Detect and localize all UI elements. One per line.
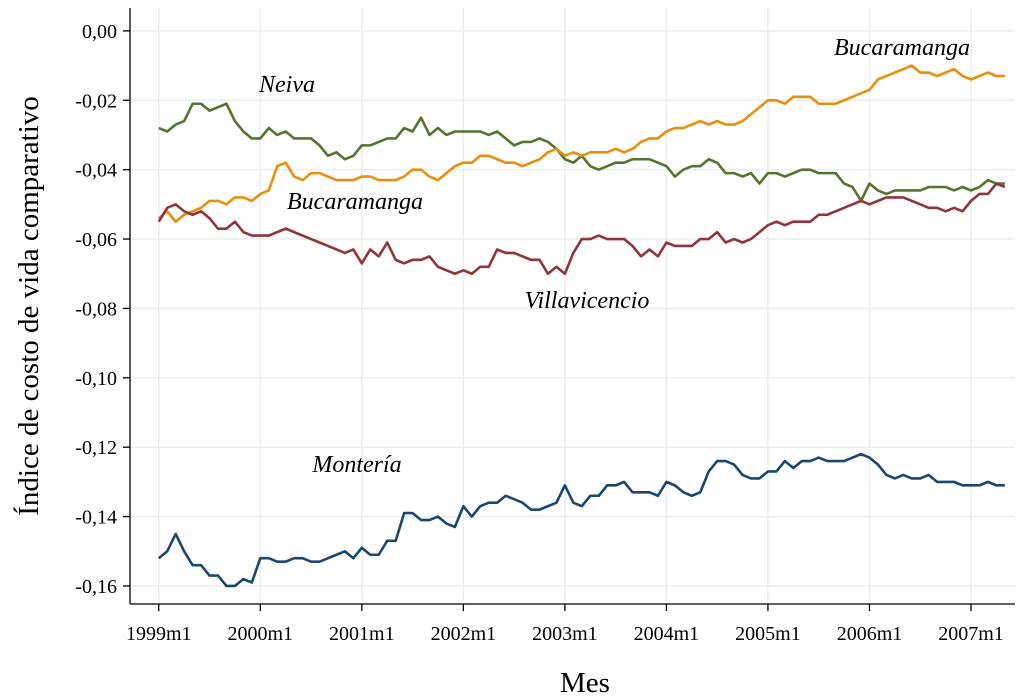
x-tick-label: 2005m1: [735, 623, 801, 645]
x-tick-label: 2002m1: [431, 623, 497, 645]
y-tick-label: -0,02: [75, 90, 117, 112]
x-tick-label: 2003m1: [532, 623, 598, 645]
series-line: [158, 102, 1005, 203]
y-tick-label: 0,00: [82, 21, 117, 43]
y-tick-label: -0,10: [75, 368, 117, 390]
series-label: Villavicencio: [525, 288, 650, 314]
x-tick-label: 2004m1: [634, 623, 700, 645]
y-tick-label: -0,04: [75, 160, 117, 182]
series-label: Montería: [311, 452, 401, 478]
x-tick-label: 2000m1: [228, 623, 294, 645]
series-label: Bucaramanga: [834, 35, 970, 61]
series-line: [157, 182, 1006, 276]
y-axis-title: Índice de costo de vida comparativo: [12, 96, 45, 516]
grid: [130, 8, 1015, 604]
x-axis-title: Mes: [560, 667, 610, 698]
series-label: Neiva: [258, 72, 315, 98]
y-tick-label: -0,14: [75, 507, 117, 529]
series-line: [157, 452, 1005, 588]
series-line: [157, 64, 1005, 223]
y-tick-label: -0,16: [75, 576, 117, 598]
series-label: Bucaramanga: [287, 189, 423, 215]
y-tick-label: -0,06: [75, 229, 117, 251]
x-tick-label: 2007m1: [938, 623, 1004, 645]
x-tick-label: 2006m1: [837, 623, 903, 645]
x-tick-label: 2001m1: [329, 623, 395, 645]
y-tick-label: -0,08: [75, 298, 117, 320]
y-tick-label: -0,12: [75, 437, 117, 459]
x-tick-label: 1999m1: [126, 623, 192, 645]
